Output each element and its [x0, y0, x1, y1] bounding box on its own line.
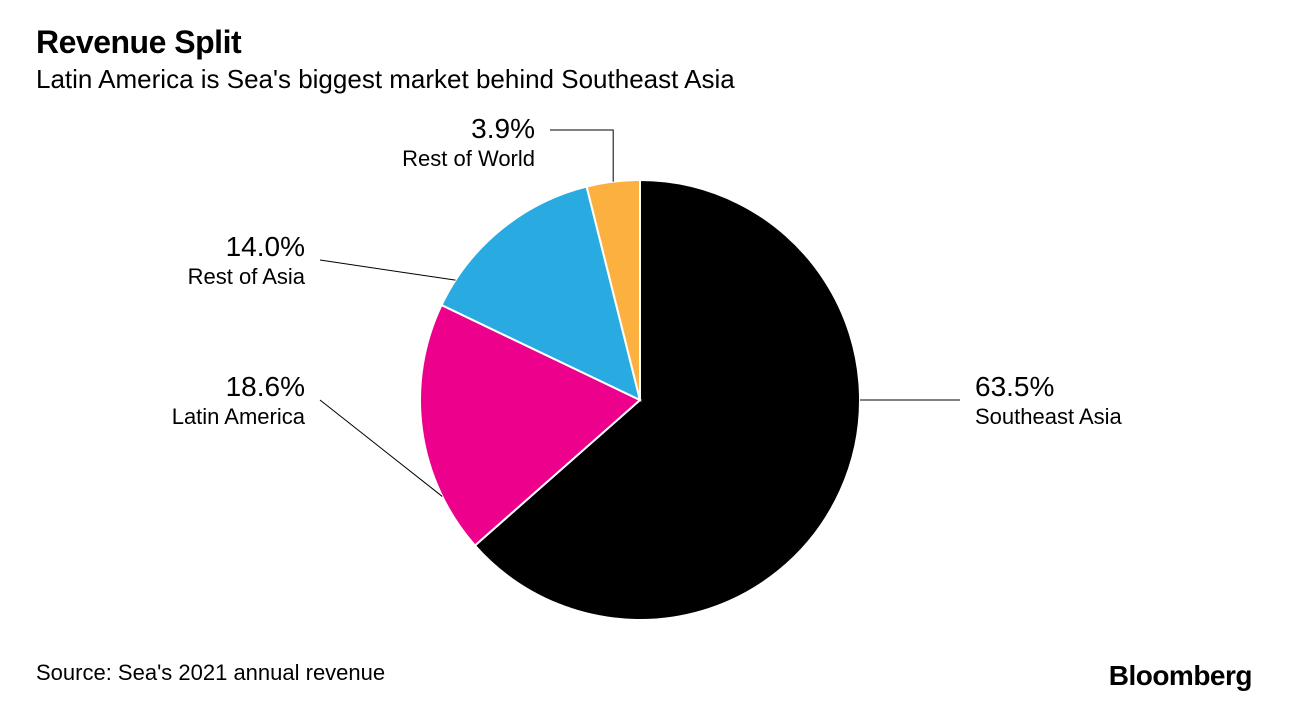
slice-pct: 14.0% — [105, 230, 305, 264]
slice-name: Rest of World — [335, 146, 535, 172]
pie-chart — [0, 0, 1292, 718]
slice-pct: 63.5% — [975, 370, 1122, 404]
leader-line — [320, 260, 455, 280]
slice-label: 3.9%Rest of World — [335, 112, 535, 172]
slice-name: Rest of Asia — [105, 264, 305, 290]
slice-name: Southeast Asia — [975, 404, 1122, 430]
slice-label: 18.6%Latin America — [105, 370, 305, 430]
slice-pct: 3.9% — [335, 112, 535, 146]
slice-label: 63.5%Southeast Asia — [975, 370, 1122, 430]
slice-name: Latin America — [105, 404, 305, 430]
leader-line — [550, 130, 613, 182]
slice-pct: 18.6% — [105, 370, 305, 404]
slice-label: 14.0%Rest of Asia — [105, 230, 305, 290]
